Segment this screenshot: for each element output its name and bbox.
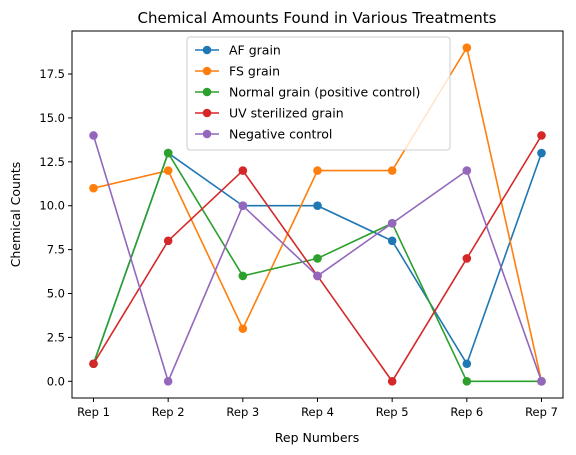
y-tick-label: 10.0 [39, 199, 65, 213]
data-point [163, 166, 173, 175]
data-point [313, 166, 322, 175]
data-point [537, 377, 546, 386]
data-point [163, 148, 173, 158]
legend-label: AF grain [229, 43, 281, 58]
data-point [89, 359, 98, 369]
x-tick-label: Rep 2 [152, 405, 185, 419]
data-point [387, 166, 397, 175]
legend-marker [202, 108, 212, 118]
y-tick-label: 2.5 [47, 330, 65, 344]
legend-label: Negative control [229, 127, 332, 142]
axis-ticks: Rep 1 Rep 2 Rep 3 Rep 4 Rep 5 Rep 6 Rep 7 0.0 2.… [39, 67, 558, 419]
data-point [163, 377, 173, 386]
data-point [387, 377, 397, 386]
legend-box [186, 36, 451, 151]
data-point [462, 359, 472, 369]
plot-area [89, 43, 546, 386]
legend-label: UV sterilized grain [229, 106, 344, 121]
data-point [537, 131, 546, 140]
data-point [238, 201, 248, 211]
y-tick-label: 0.0 [47, 374, 65, 388]
data-point [313, 254, 322, 263]
legend-label: Normal grain (positive control) [229, 85, 420, 100]
x-tick-label: Rep 4 [301, 405, 334, 419]
data-point [387, 236, 397, 246]
data-point [163, 236, 173, 246]
data-point [89, 131, 98, 140]
data-point [238, 271, 248, 281]
y-tick-label: 12.5 [39, 155, 65, 169]
legend: AF grain FS grain Normal grain (positive c… [186, 36, 451, 151]
data-point [89, 183, 98, 193]
data-point [462, 254, 472, 263]
data-point [462, 43, 472, 52]
y-tick-label: 7.5 [47, 243, 65, 257]
legend-marker [202, 45, 212, 55]
x-tick-label: Rep 7 [525, 405, 558, 419]
data-point [313, 201, 322, 211]
x-tick-label: Rep 1 [77, 405, 110, 419]
data-point [238, 324, 248, 333]
x-axis-label: Rep Numbers [275, 430, 359, 445]
legend-marker [202, 66, 212, 76]
series-line-3 [92, 151, 542, 383]
data-point [238, 166, 248, 175]
data-point [387, 218, 397, 228]
x-tick-label: Rep 5 [376, 405, 409, 419]
x-tick-label: Rep 3 [226, 405, 259, 419]
data-point [462, 166, 472, 175]
data-point [537, 148, 546, 158]
y-tick-label: 5.0 [47, 287, 65, 301]
y-axis-label: Chemical Counts [8, 162, 23, 268]
legend-label: FS grain [229, 64, 280, 79]
data-point [313, 271, 322, 281]
legend-marker [202, 87, 212, 97]
data-point [462, 377, 472, 386]
chart-title: Chemical Amounts Found in Various Treatm… [138, 9, 497, 27]
y-tick-label: 17.5 [39, 67, 65, 81]
x-tick-label: Rep 6 [450, 405, 483, 419]
legend-marker [202, 129, 212, 139]
y-tick-label: 15.0 [39, 111, 65, 125]
